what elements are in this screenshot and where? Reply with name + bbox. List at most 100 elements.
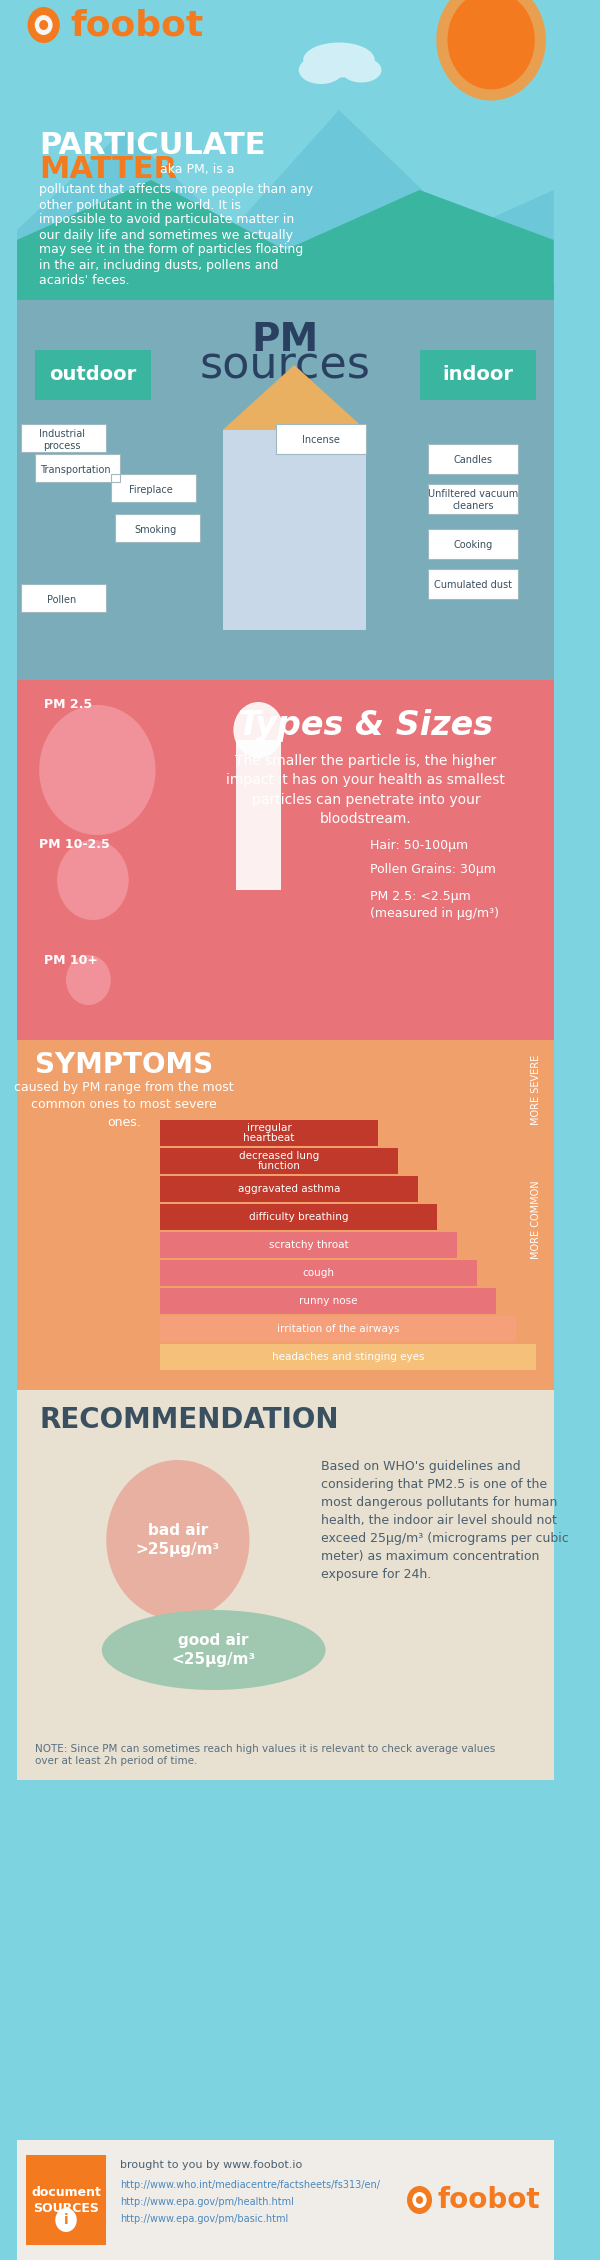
Bar	[17, 680, 554, 1040]
Bar	[428, 443, 518, 475]
Bar	[17, 0, 554, 301]
Bar	[428, 570, 518, 599]
Bar	[419, 350, 536, 400]
Text: PM 2.5: PM 2.5	[44, 698, 92, 712]
Text: headaches and stinging eyes: headaches and stinging eyes	[272, 1351, 424, 1363]
Text: irregular
heartbeat: irregular heartbeat	[244, 1123, 295, 1144]
Bar	[160, 1121, 379, 1146]
Text: other pollutant in the world. It is: other pollutant in the world. It is	[39, 199, 241, 212]
Text: cough: cough	[302, 1268, 334, 1277]
Text: runny nose: runny nose	[299, 1295, 358, 1306]
Bar	[160, 1288, 496, 1313]
Text: Candles: Candles	[454, 454, 493, 466]
Ellipse shape	[341, 56, 382, 84]
Text: indoor: indoor	[442, 366, 513, 384]
Text: bad air
>25μg/m³: bad air >25μg/m³	[136, 1523, 220, 1557]
Text: PM 2.5: <2.5μm
(measured in μg/m³): PM 2.5: <2.5μm (measured in μg/m³)	[370, 890, 499, 920]
Text: aka PM, is a: aka PM, is a	[155, 163, 234, 176]
Bar	[17, 1390, 554, 1781]
Circle shape	[28, 7, 60, 43]
Text: Incense: Incense	[302, 434, 340, 445]
Ellipse shape	[303, 43, 375, 77]
Text: Types & Sizes: Types & Sizes	[238, 707, 493, 741]
Bar	[428, 529, 518, 558]
Circle shape	[412, 2192, 427, 2208]
Bar	[115, 513, 200, 542]
Text: Unfiltered vacuum
cleaners: Unfiltered vacuum cleaners	[428, 488, 518, 511]
Circle shape	[407, 2185, 432, 2215]
Circle shape	[57, 841, 128, 920]
Ellipse shape	[102, 1609, 326, 1690]
Bar	[160, 1315, 516, 1342]
Polygon shape	[17, 251, 554, 301]
Text: may see it in the form of particles floating: may see it in the form of particles floa…	[39, 244, 304, 255]
Circle shape	[66, 956, 111, 1006]
Text: Pollen: Pollen	[47, 594, 76, 606]
Text: i: i	[64, 2213, 68, 2226]
Bar	[17, 1040, 554, 1390]
Bar	[160, 1232, 457, 1259]
Text: Smoking: Smoking	[134, 524, 176, 536]
Text: decreased lung
function: decreased lung function	[239, 1150, 319, 1171]
Bar	[26, 2156, 106, 2244]
Text: Transportation: Transportation	[40, 466, 110, 475]
Text: PM: PM	[251, 321, 319, 359]
Circle shape	[55, 2208, 77, 2233]
Bar	[428, 570, 518, 599]
Text: in the air, including dusts, pollens and: in the air, including dusts, pollens and	[39, 258, 278, 271]
Bar	[160, 1148, 398, 1173]
Circle shape	[35, 16, 53, 34]
Bar	[21, 425, 106, 452]
Text: sources: sources	[200, 344, 371, 386]
Circle shape	[106, 1460, 250, 1620]
Text: caused by PM range from the most
common ones to most severe
ones.: caused by PM range from the most common …	[14, 1083, 234, 1128]
Bar	[111, 475, 196, 502]
Bar	[160, 1175, 418, 1202]
Text: SYMPTOMS: SYMPTOMS	[35, 1051, 213, 1078]
Text: impossible to avoid particulate matter in: impossible to avoid particulate matter i…	[39, 212, 295, 226]
Text: Cooking: Cooking	[454, 540, 493, 549]
Text: foobot: foobot	[71, 9, 204, 43]
Text: The smaller the particle is, the higher
impact it has on your health as smallest: The smaller the particle is, the higher …	[226, 755, 505, 827]
Bar	[35, 350, 151, 400]
Text: PARTICULATE: PARTICULATE	[39, 131, 266, 160]
Bar	[160, 1345, 536, 1370]
Text: MORE SEVERE: MORE SEVERE	[531, 1055, 541, 1125]
Bar	[428, 484, 518, 513]
Text: PM 10+: PM 10+	[44, 954, 98, 967]
Bar	[160, 1261, 477, 1286]
Text: http://www.epa.gov/pm/basic.html: http://www.epa.gov/pm/basic.html	[120, 2215, 288, 2224]
Bar	[236, 739, 281, 890]
Text: scratchy throat: scratchy throat	[269, 1241, 349, 1250]
Text: PM 10-2.5: PM 10-2.5	[39, 838, 110, 852]
Circle shape	[416, 2197, 423, 2204]
Bar	[21, 583, 106, 612]
Text: acarids' feces.: acarids' feces.	[39, 273, 130, 287]
Text: Industrial
process: Industrial process	[38, 429, 85, 450]
Circle shape	[442, 0, 541, 95]
Circle shape	[233, 703, 283, 757]
Bar	[111, 475, 196, 502]
Bar	[21, 583, 106, 612]
Text: difficulty breathing: difficulty breathing	[249, 1211, 349, 1223]
Bar	[428, 443, 518, 475]
Text: good air
<25μg/m³: good air <25μg/m³	[172, 1632, 256, 1668]
Bar	[21, 425, 106, 452]
Text: MORE COMMON: MORE COMMON	[531, 1180, 541, 1259]
Text: RECOMMENDATION: RECOMMENDATION	[39, 1406, 338, 1435]
Bar	[35, 454, 120, 481]
Bar	[17, 301, 554, 680]
Bar	[115, 513, 200, 542]
Text: Fireplace: Fireplace	[129, 486, 173, 495]
Circle shape	[39, 705, 155, 834]
Text: aggravated asthma: aggravated asthma	[238, 1184, 340, 1193]
Text: http://www.epa.gov/pm/health.html: http://www.epa.gov/pm/health.html	[120, 2197, 293, 2208]
Bar	[428, 484, 518, 513]
Polygon shape	[223, 366, 366, 429]
Polygon shape	[17, 181, 554, 301]
Bar	[277, 425, 366, 454]
Circle shape	[39, 20, 48, 29]
Text: Pollen Grains: 30μm: Pollen Grains: 30μm	[370, 863, 496, 877]
Text: outdoor: outdoor	[49, 366, 137, 384]
Text: document
SOURCES: document SOURCES	[31, 2185, 101, 2215]
